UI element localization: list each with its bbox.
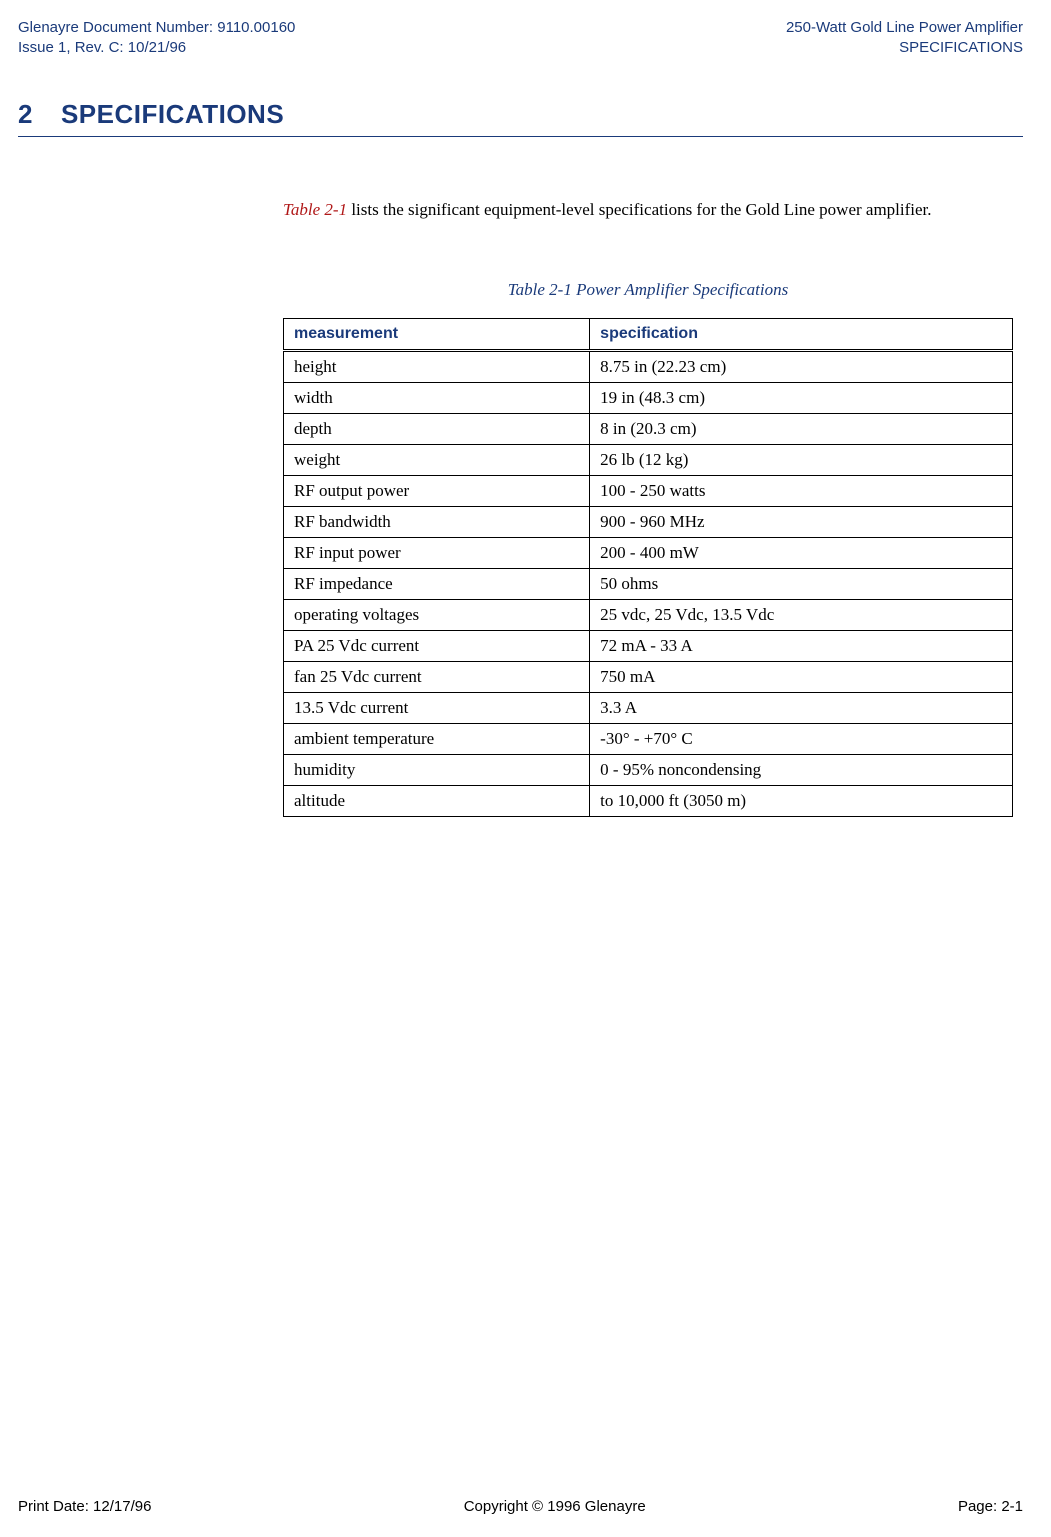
table-row: RF impedance50 ohms [284, 569, 1013, 600]
specification-cell: 750 mA [590, 662, 1013, 693]
header-doc-number: Glenayre Document Number: 9110.00160 [18, 18, 295, 38]
table-row: operating voltages25 vdc, 25 Vdc, 13.5 V… [284, 600, 1013, 631]
header-section-title: SPECIFICATIONS [786, 38, 1023, 58]
table-caption: Table 2-1 Power Amplifier Specifications [283, 280, 1013, 300]
table-header-row: measurement specification [284, 319, 1013, 351]
footer-page-number: Page: 2-1 [958, 1498, 1023, 1515]
measurement-cell: depth [284, 414, 590, 445]
page-footer: Print Date: 12/17/96 Copyright © 1996 Gl… [18, 1498, 1023, 1515]
specification-cell: 8.75 in (22.23 cm) [590, 351, 1013, 383]
measurement-cell: weight [284, 445, 590, 476]
footer-copyright: Copyright © 1996 Glenayre [464, 1498, 646, 1515]
table-row: depth8 in (20.3 cm) [284, 414, 1013, 445]
table-row: altitudeto 10,000 ft (3050 m) [284, 786, 1013, 817]
measurement-cell: humidity [284, 755, 590, 786]
table-row: height8.75 in (22.23 cm) [284, 351, 1013, 383]
specification-cell: 3.3 A [590, 693, 1013, 724]
footer-print-date: Print Date: 12/17/96 [18, 1498, 151, 1515]
specification-cell: 25 vdc, 25 Vdc, 13.5 Vdc [590, 600, 1013, 631]
specification-cell: to 10,000 ft (3050 m) [590, 786, 1013, 817]
measurement-cell: operating voltages [284, 600, 590, 631]
table-header-measurement: measurement [284, 319, 590, 351]
intro-text: lists the significant equipment-level sp… [347, 200, 931, 219]
measurement-cell: PA 25 Vdc current [284, 631, 590, 662]
specification-cell: 50 ohms [590, 569, 1013, 600]
specification-cell: 900 - 960 MHz [590, 507, 1013, 538]
measurement-cell: RF input power [284, 538, 590, 569]
table-header-specification: specification [590, 319, 1013, 351]
heading-rule [18, 136, 1023, 137]
measurement-cell: altitude [284, 786, 590, 817]
table-row: weight26 lb (12 kg) [284, 445, 1013, 476]
table-row: PA 25 Vdc current72 mA - 33 A [284, 631, 1013, 662]
specification-cell: 0 - 95% noncondensing [590, 755, 1013, 786]
chapter-number: 2 [18, 99, 33, 130]
table-row: 13.5 Vdc current3.3 A [284, 693, 1013, 724]
measurement-cell: width [284, 383, 590, 414]
table-row: RF output power100 - 250 watts [284, 476, 1013, 507]
chapter-title-text: SPECIFICATIONS [61, 99, 284, 129]
specification-cell: 8 in (20.3 cm) [590, 414, 1013, 445]
chapter-heading: 2 SPECIFICATIONS [18, 99, 1023, 130]
header-product-title: 250-Watt Gold Line Power Amplifier [786, 18, 1023, 38]
specifications-table: measurement specification height8.75 in … [283, 318, 1013, 817]
header-issue-rev: Issue 1, Rev. C: 10/21/96 [18, 38, 295, 58]
measurement-cell: RF impedance [284, 569, 590, 600]
intro-paragraph: Table 2-1 lists the significant equipmen… [283, 198, 1013, 223]
measurement-cell: height [284, 351, 590, 383]
measurement-cell: RF output power [284, 476, 590, 507]
specification-cell: 72 mA - 33 A [590, 631, 1013, 662]
table-row: RF input power200 - 400 mW [284, 538, 1013, 569]
measurement-cell: 13.5 Vdc current [284, 693, 590, 724]
table-row: width19 in (48.3 cm) [284, 383, 1013, 414]
specification-cell: 19 in (48.3 cm) [590, 383, 1013, 414]
table-row: RF bandwidth900 - 960 MHz [284, 507, 1013, 538]
table-row: fan 25 Vdc current750 mA [284, 662, 1013, 693]
specification-cell: -30° - +70° C [590, 724, 1013, 755]
specification-cell: 100 - 250 watts [590, 476, 1013, 507]
table-cross-reference: Table 2-1 [283, 200, 347, 219]
table-row: ambient temperature-30° - +70° C [284, 724, 1013, 755]
page-header: Glenayre Document Number: 9110.00160 Iss… [18, 18, 1023, 59]
measurement-cell: RF bandwidth [284, 507, 590, 538]
measurement-cell: fan 25 Vdc current [284, 662, 590, 693]
measurement-cell: ambient temperature [284, 724, 590, 755]
table-row: humidity0 - 95% noncondensing [284, 755, 1013, 786]
specification-cell: 200 - 400 mW [590, 538, 1013, 569]
specification-cell: 26 lb (12 kg) [590, 445, 1013, 476]
